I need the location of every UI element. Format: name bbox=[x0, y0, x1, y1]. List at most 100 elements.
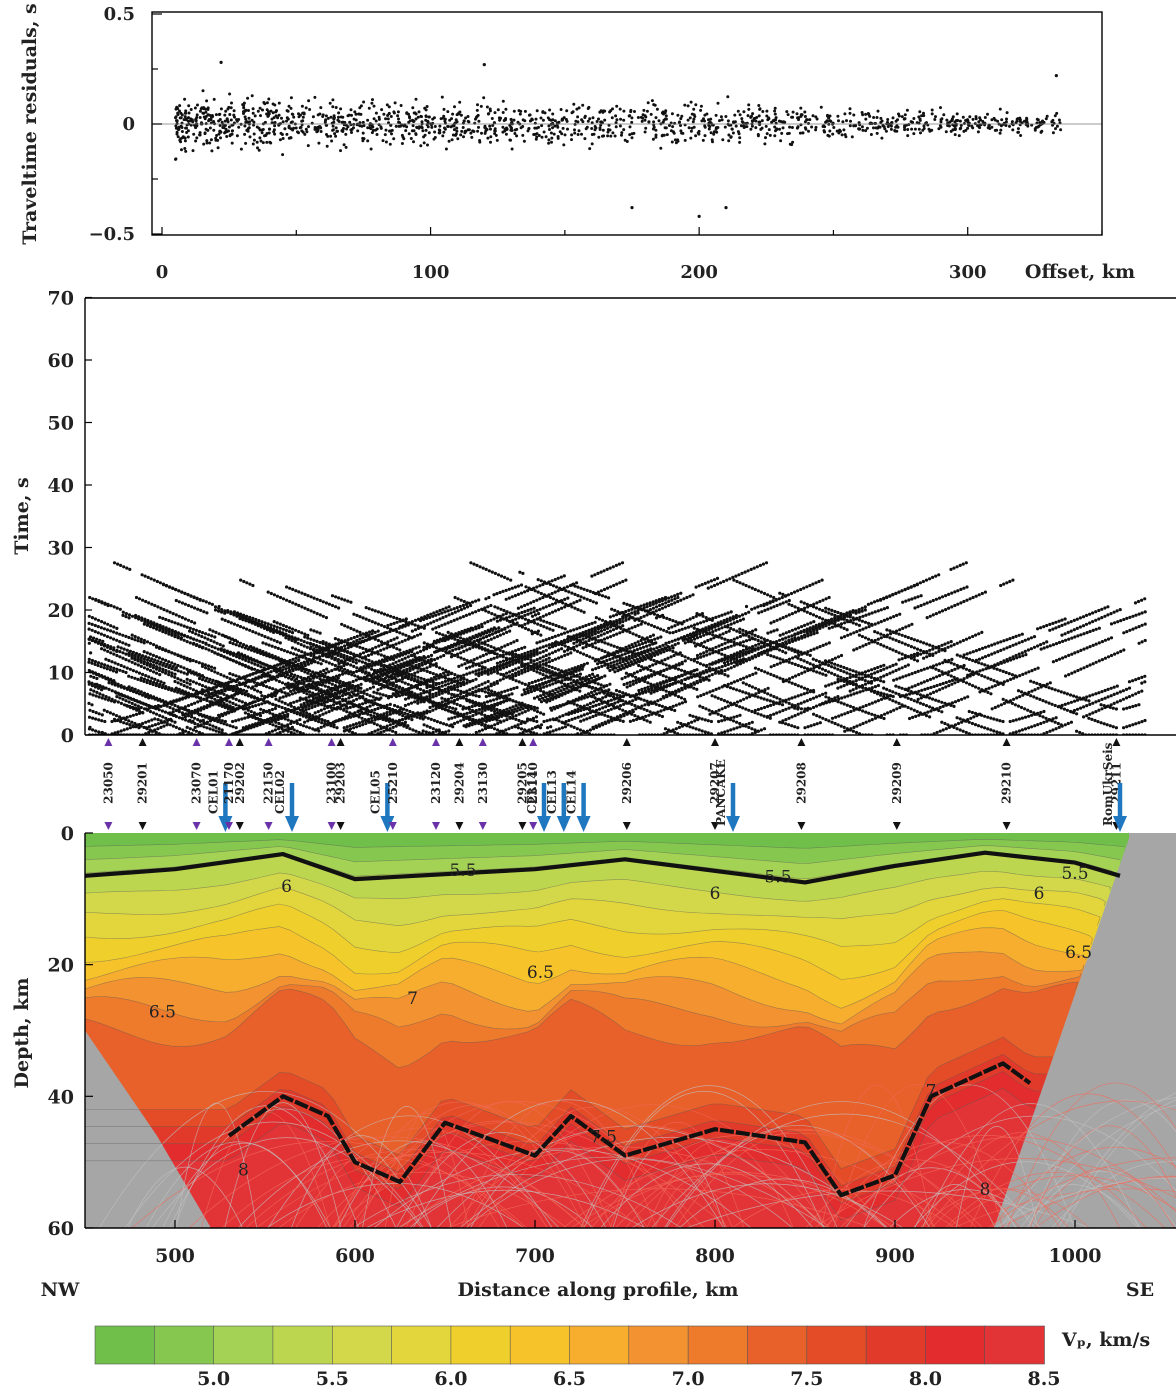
residual-point bbox=[618, 124, 622, 128]
pick-point bbox=[109, 651, 113, 655]
pick-point bbox=[477, 632, 481, 636]
pick-point bbox=[469, 626, 473, 630]
pick-point bbox=[237, 681, 241, 685]
pick-point bbox=[465, 666, 469, 670]
pick-point bbox=[320, 695, 324, 699]
pick-point bbox=[136, 636, 140, 640]
residual-point bbox=[441, 134, 445, 138]
pick-point bbox=[372, 721, 376, 726]
residual-point bbox=[630, 116, 634, 120]
pick-point bbox=[463, 662, 467, 666]
pick-point bbox=[602, 637, 607, 641]
pick-point bbox=[440, 680, 444, 685]
pick-point bbox=[431, 708, 435, 712]
pick-point bbox=[234, 674, 238, 678]
pick-point bbox=[231, 696, 235, 700]
pick-point bbox=[161, 699, 165, 703]
residual-point bbox=[244, 117, 248, 121]
pick-point bbox=[101, 685, 105, 689]
pick-point bbox=[636, 623, 640, 627]
residual-point bbox=[458, 100, 462, 104]
residual-point bbox=[597, 117, 600, 121]
pick-point bbox=[311, 697, 315, 701]
pick-point bbox=[176, 663, 180, 668]
residual-point bbox=[462, 135, 465, 139]
residual-point bbox=[427, 131, 431, 135]
pick-point bbox=[150, 718, 154, 722]
residual-point bbox=[630, 136, 634, 140]
residual-point bbox=[357, 112, 361, 116]
pick-point bbox=[138, 710, 142, 714]
pick-point bbox=[492, 667, 496, 671]
residual-point bbox=[740, 117, 744, 121]
pick-point bbox=[449, 620, 453, 624]
residual-point bbox=[1053, 114, 1057, 118]
pick-point bbox=[122, 721, 126, 725]
pick-point bbox=[193, 725, 197, 730]
residual-point bbox=[476, 129, 480, 133]
pick-point bbox=[176, 705, 180, 709]
pick-point bbox=[206, 664, 211, 668]
residual-point bbox=[679, 117, 683, 121]
residual-point bbox=[451, 124, 455, 128]
residual-point bbox=[290, 120, 294, 124]
pick-point bbox=[118, 640, 122, 644]
residual-point bbox=[708, 125, 712, 129]
residual-point bbox=[644, 115, 648, 119]
pick-point bbox=[127, 651, 131, 655]
residual-point bbox=[849, 119, 852, 123]
pick-point bbox=[326, 697, 330, 701]
pick-point bbox=[572, 601, 576, 605]
residual-point bbox=[207, 118, 211, 121]
residual-point bbox=[409, 137, 413, 140]
pick-point bbox=[418, 649, 423, 654]
pick-point bbox=[483, 671, 487, 675]
pick-point bbox=[517, 612, 521, 616]
residual-point bbox=[546, 116, 550, 120]
pick-point bbox=[191, 680, 195, 684]
pick-point bbox=[323, 719, 327, 723]
residual-point bbox=[423, 106, 427, 110]
residual-point bbox=[329, 134, 333, 138]
pick-point bbox=[337, 641, 341, 645]
pick-point bbox=[197, 676, 202, 681]
pick-point bbox=[391, 662, 395, 666]
pick-point bbox=[350, 695, 354, 699]
pick-point bbox=[437, 625, 441, 629]
residual-point bbox=[185, 126, 188, 130]
residual-point bbox=[828, 114, 832, 118]
residual-point bbox=[377, 115, 381, 119]
residual-point bbox=[699, 108, 703, 112]
pick-point bbox=[468, 665, 472, 669]
pick-point bbox=[204, 715, 208, 719]
pick-point bbox=[432, 620, 436, 624]
residual-point bbox=[187, 111, 191, 115]
residual-point bbox=[743, 125, 747, 129]
residual-point bbox=[760, 119, 764, 123]
residual-point bbox=[664, 114, 668, 118]
pick-point bbox=[396, 653, 400, 657]
pick-point bbox=[413, 628, 418, 632]
residual-point bbox=[292, 115, 296, 119]
pick-point bbox=[132, 707, 136, 711]
residual-point bbox=[961, 115, 965, 119]
pick-point bbox=[95, 690, 99, 695]
residual-point bbox=[1054, 127, 1057, 131]
residual-point bbox=[803, 120, 807, 124]
residual-point bbox=[831, 132, 835, 136]
pick-point bbox=[605, 626, 610, 631]
residual-point bbox=[959, 123, 963, 127]
residual-point bbox=[664, 126, 668, 130]
pick-point bbox=[97, 730, 101, 734]
residual-point bbox=[976, 124, 980, 128]
pick-point bbox=[265, 710, 269, 714]
pick-point bbox=[185, 708, 189, 712]
residual-point bbox=[758, 107, 762, 111]
pick-point bbox=[544, 644, 548, 648]
pick-point bbox=[470, 600, 475, 604]
residual-point bbox=[300, 129, 304, 133]
residual-point bbox=[893, 129, 897, 133]
pick-point bbox=[484, 635, 488, 639]
pick-point bbox=[541, 645, 545, 649]
pick-point bbox=[292, 728, 296, 732]
